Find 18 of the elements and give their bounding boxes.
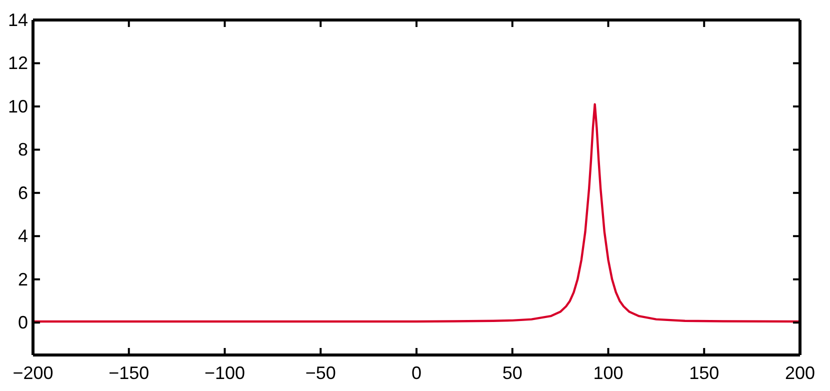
x-tick-label: 100 bbox=[593, 363, 624, 383]
y-tick-label: 2 bbox=[18, 269, 28, 290]
y-tick-label: 4 bbox=[18, 226, 28, 246]
y-tick-label: 6 bbox=[18, 182, 28, 203]
x-tick-label: 0 bbox=[411, 363, 422, 383]
x-tick-label: −200 bbox=[12, 363, 54, 383]
x-tick-label: 150 bbox=[689, 363, 720, 383]
x-tick-label: −100 bbox=[204, 363, 246, 383]
line-series bbox=[33, 103, 800, 323]
y-tick-label: 14 bbox=[8, 10, 28, 30]
y-tick-label: 8 bbox=[18, 140, 28, 160]
x-tick-label: 200 bbox=[784, 363, 816, 383]
x-tick-label: 50 bbox=[502, 363, 522, 383]
y-tick-label: 12 bbox=[8, 53, 28, 74]
y-tick-label: 10 bbox=[8, 96, 28, 116]
x-tick-label: −150 bbox=[108, 363, 150, 383]
y-tick-label: 0 bbox=[18, 312, 28, 333]
x-tick-label: −50 bbox=[305, 363, 336, 383]
